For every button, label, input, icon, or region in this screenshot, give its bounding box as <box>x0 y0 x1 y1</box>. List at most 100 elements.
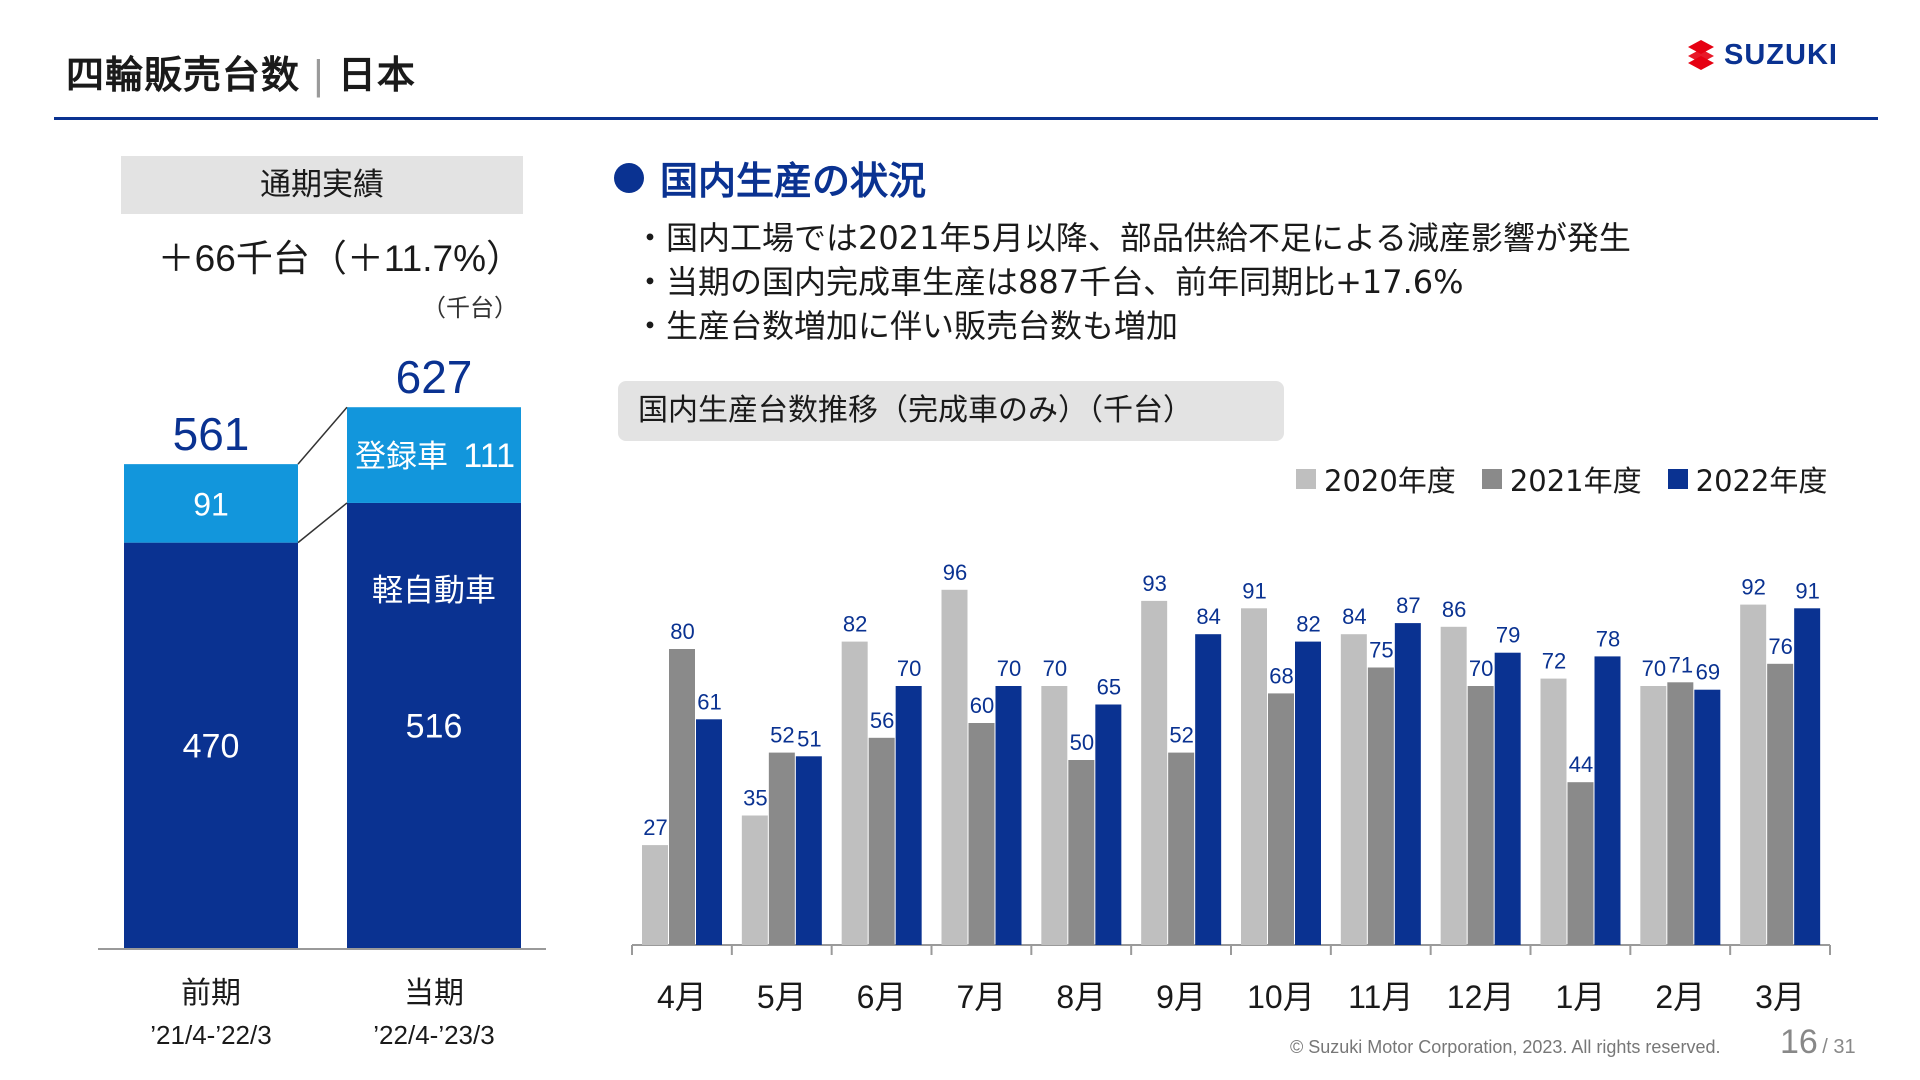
data-label: 111 <box>463 437 515 475</box>
suzuki-s-icon <box>1688 40 1714 70</box>
suzuki-logo: SUZUKI <box>1684 38 1838 72</box>
bullet-item: 国内工場では2021年5月以降、部品供給不足による減産影響が発生 <box>634 216 1631 260</box>
bar-2022 <box>1095 704 1122 945</box>
chart-label-box: 国内生産台数推移（完成車のみ）（千台） <box>618 381 1284 441</box>
data-label: 96 <box>943 560 967 585</box>
data-label: 76 <box>1768 634 1792 659</box>
bar-2020 <box>1340 634 1367 945</box>
bar-2022 <box>1295 641 1321 945</box>
data-label: 516 <box>406 707 463 745</box>
header-rule <box>54 117 1878 120</box>
bar-2021 <box>868 737 895 945</box>
bar-2022 <box>1494 652 1521 945</box>
bar-2020 <box>841 641 868 945</box>
month-label: 7月 <box>957 979 1007 1015</box>
legend-label: 2021年度 <box>1509 464 1642 498</box>
bar-2020 <box>741 815 768 945</box>
bar-2021 <box>1268 693 1294 945</box>
bar-2022 <box>995 686 1022 945</box>
bar-2021 <box>1168 752 1195 945</box>
data-label: 79 <box>1496 623 1520 648</box>
data-label: 84 <box>1196 604 1220 629</box>
data-label: 51 <box>797 726 821 751</box>
bar-2020 <box>642 845 668 945</box>
bar-2022 <box>1694 689 1721 945</box>
bar-2022 <box>1794 608 1821 945</box>
data-label: 87 <box>1396 593 1420 618</box>
data-label: 91 <box>193 486 229 522</box>
legend-entry-2020: 2020年度 <box>1296 458 1456 500</box>
data-label: 61 <box>697 689 721 714</box>
month-label: 3月 <box>1755 979 1805 1015</box>
month-label: 10月 <box>1247 979 1315 1015</box>
bar-2020 <box>1540 678 1567 945</box>
section-heading: 国内生産の状況 <box>614 150 926 205</box>
connector-line <box>297 406 348 465</box>
data-label: 82 <box>1296 612 1320 637</box>
data-label: 91 <box>1795 578 1819 603</box>
data-label: 60 <box>970 693 994 718</box>
chart-legend: 2020年度 2021年度 2022年度 <box>1270 458 1827 500</box>
bullet-dot-icon <box>614 162 644 193</box>
data-label: 35 <box>743 786 767 811</box>
data-label: 91 <box>1242 578 1266 603</box>
data-label: 70 <box>897 656 921 681</box>
title-separator: | <box>312 53 326 97</box>
data-label: 68 <box>1269 663 1293 688</box>
data-label: 75 <box>1369 638 1393 663</box>
bar-2021 <box>768 752 795 945</box>
series-label: 軽自動車 <box>372 573 496 608</box>
bar-segment-kei <box>347 502 521 948</box>
summary-box: 通期実績 <box>121 156 523 214</box>
data-label: 82 <box>843 612 867 637</box>
legend-label: 2022年度 <box>1695 464 1828 498</box>
bar-2020 <box>1041 686 1068 945</box>
bar-2020 <box>1141 600 1168 945</box>
bar-2021 <box>1667 682 1694 945</box>
total-label: 627 <box>396 351 473 403</box>
data-label: 93 <box>1142 571 1166 596</box>
page-number: 16 / 31 <box>1780 1023 1856 1062</box>
month-label: 2月 <box>1655 979 1705 1015</box>
bar-2021 <box>1068 760 1095 945</box>
data-label: 27 <box>643 815 667 840</box>
bar-2020 <box>1740 604 1767 945</box>
data-label: 71 <box>1669 652 1693 677</box>
data-label: 84 <box>1342 604 1366 629</box>
category-label: 前期 <box>181 977 241 1010</box>
legend-entry-2021: 2021年度 <box>1481 458 1642 500</box>
connector-line <box>297 502 348 544</box>
data-label: 44 <box>1569 752 1593 777</box>
page-title-region: 日本 <box>337 53 416 97</box>
data-label: 65 <box>1097 675 1121 700</box>
period-label: ’22/4-’23/3 <box>373 1020 494 1050</box>
legend-swatch <box>1481 469 1502 489</box>
bar-segment-registered <box>347 407 521 503</box>
total-label: 561 <box>173 408 250 460</box>
bar-segment-kei <box>124 542 298 948</box>
copyright-text: © Suzuki Motor Corporation, 2023. All ri… <box>1290 1037 1721 1057</box>
section-heading-text: 国内生産の状況 <box>660 159 927 203</box>
page-total: / 31 <box>1822 1036 1856 1058</box>
month-label: 5月 <box>757 979 807 1015</box>
month-label: 6月 <box>857 979 907 1015</box>
bar-2020 <box>1440 626 1467 945</box>
data-label: 52 <box>1169 723 1193 748</box>
data-label: 50 <box>1070 730 1094 755</box>
bar-2020 <box>1241 608 1267 945</box>
month-label: 1月 <box>1556 979 1606 1015</box>
page-title-main: 四輪販売台数 <box>66 53 301 97</box>
legend-swatch <box>1667 469 1688 489</box>
data-label: 72 <box>1542 649 1566 674</box>
bullet-item: 当期の国内完成車生産は887千台、前年同期比+17.6% <box>634 260 1631 304</box>
bar-2022 <box>1394 623 1421 945</box>
data-label: 52 <box>770 723 794 748</box>
month-label: 12月 <box>1447 979 1515 1015</box>
bar-2022 <box>895 686 922 945</box>
data-label: 80 <box>670 619 694 644</box>
bar-2022 <box>696 719 722 945</box>
bar-2020 <box>941 589 968 945</box>
data-label: 86 <box>1442 597 1466 622</box>
